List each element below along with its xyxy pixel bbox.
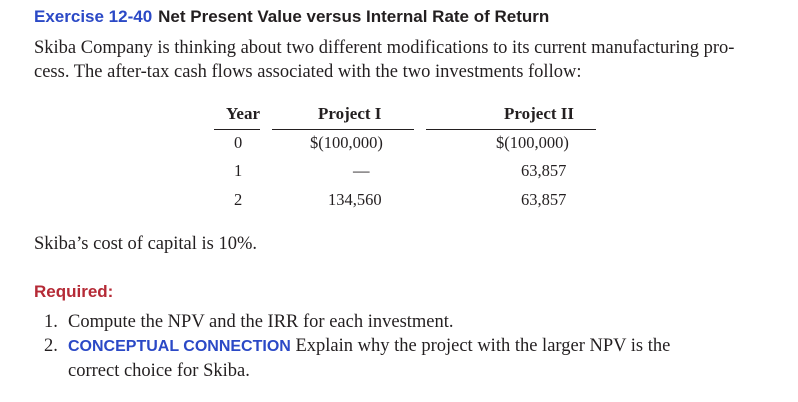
table-cell-project-2: 63,857 xyxy=(521,190,567,209)
list-item-text: Compute the NPV and the IRR for each inv… xyxy=(68,312,454,332)
header-year: Year xyxy=(226,104,260,123)
table-cell-project-1: 134,560 xyxy=(328,190,382,209)
cash-flow-table: Year Project I Project II 0 $(100,000) $… xyxy=(214,104,596,214)
table-cell-year: 1 xyxy=(234,161,243,180)
intro-line-1: Skiba Company is thinking about two diff… xyxy=(34,38,735,58)
intro-paragraph: Skiba Company is thinking about two diff… xyxy=(34,36,794,84)
list-item: 1. Compute the NPV and the IRR for each … xyxy=(34,310,794,334)
header-rule-project-1 xyxy=(272,129,414,130)
conceptual-connection-tag: CONCEPTUAL CONNECTION xyxy=(68,338,291,355)
list-item-number: 1. xyxy=(44,312,58,332)
list-item-text-continued: correct choice for Skiba. xyxy=(68,361,250,381)
header-project-2: Project II xyxy=(504,104,575,123)
table-cell-project-2: 63,857 xyxy=(521,161,567,180)
exercise-heading: Exercise 12-40 Net Present Value versus I… xyxy=(34,6,549,28)
required-list: 1. Compute the NPV and the IRR for each … xyxy=(34,310,794,383)
list-item-number: 2. xyxy=(44,336,58,356)
table-cell-project-1: $(100,000) xyxy=(310,133,383,152)
cost-of-capital-text: Skiba’s cost of capital is 10%. xyxy=(34,234,257,254)
table-cell-project-1: — xyxy=(353,161,370,180)
table-cell-year: 2 xyxy=(234,190,243,209)
exercise-number: Exercise 12-40 xyxy=(34,7,153,26)
required-heading: Required: xyxy=(34,282,114,301)
list-item-text: Explain why the project with the larger … xyxy=(290,336,671,356)
list-item: 2. CONCEPTUAL CONNECTION Explain why the… xyxy=(34,334,794,383)
table-cell-project-2: $(100,000) xyxy=(496,133,569,152)
header-rule-year xyxy=(214,129,260,130)
header-rule-project-2 xyxy=(426,129,596,130)
intro-line-2: cess. The after-tax cash flows associate… xyxy=(34,62,582,82)
header-project-1: Project I xyxy=(318,104,382,123)
exercise-title: Net Present Value versus Internal Rate o… xyxy=(158,7,550,26)
table-cell-year: 0 xyxy=(234,133,243,152)
